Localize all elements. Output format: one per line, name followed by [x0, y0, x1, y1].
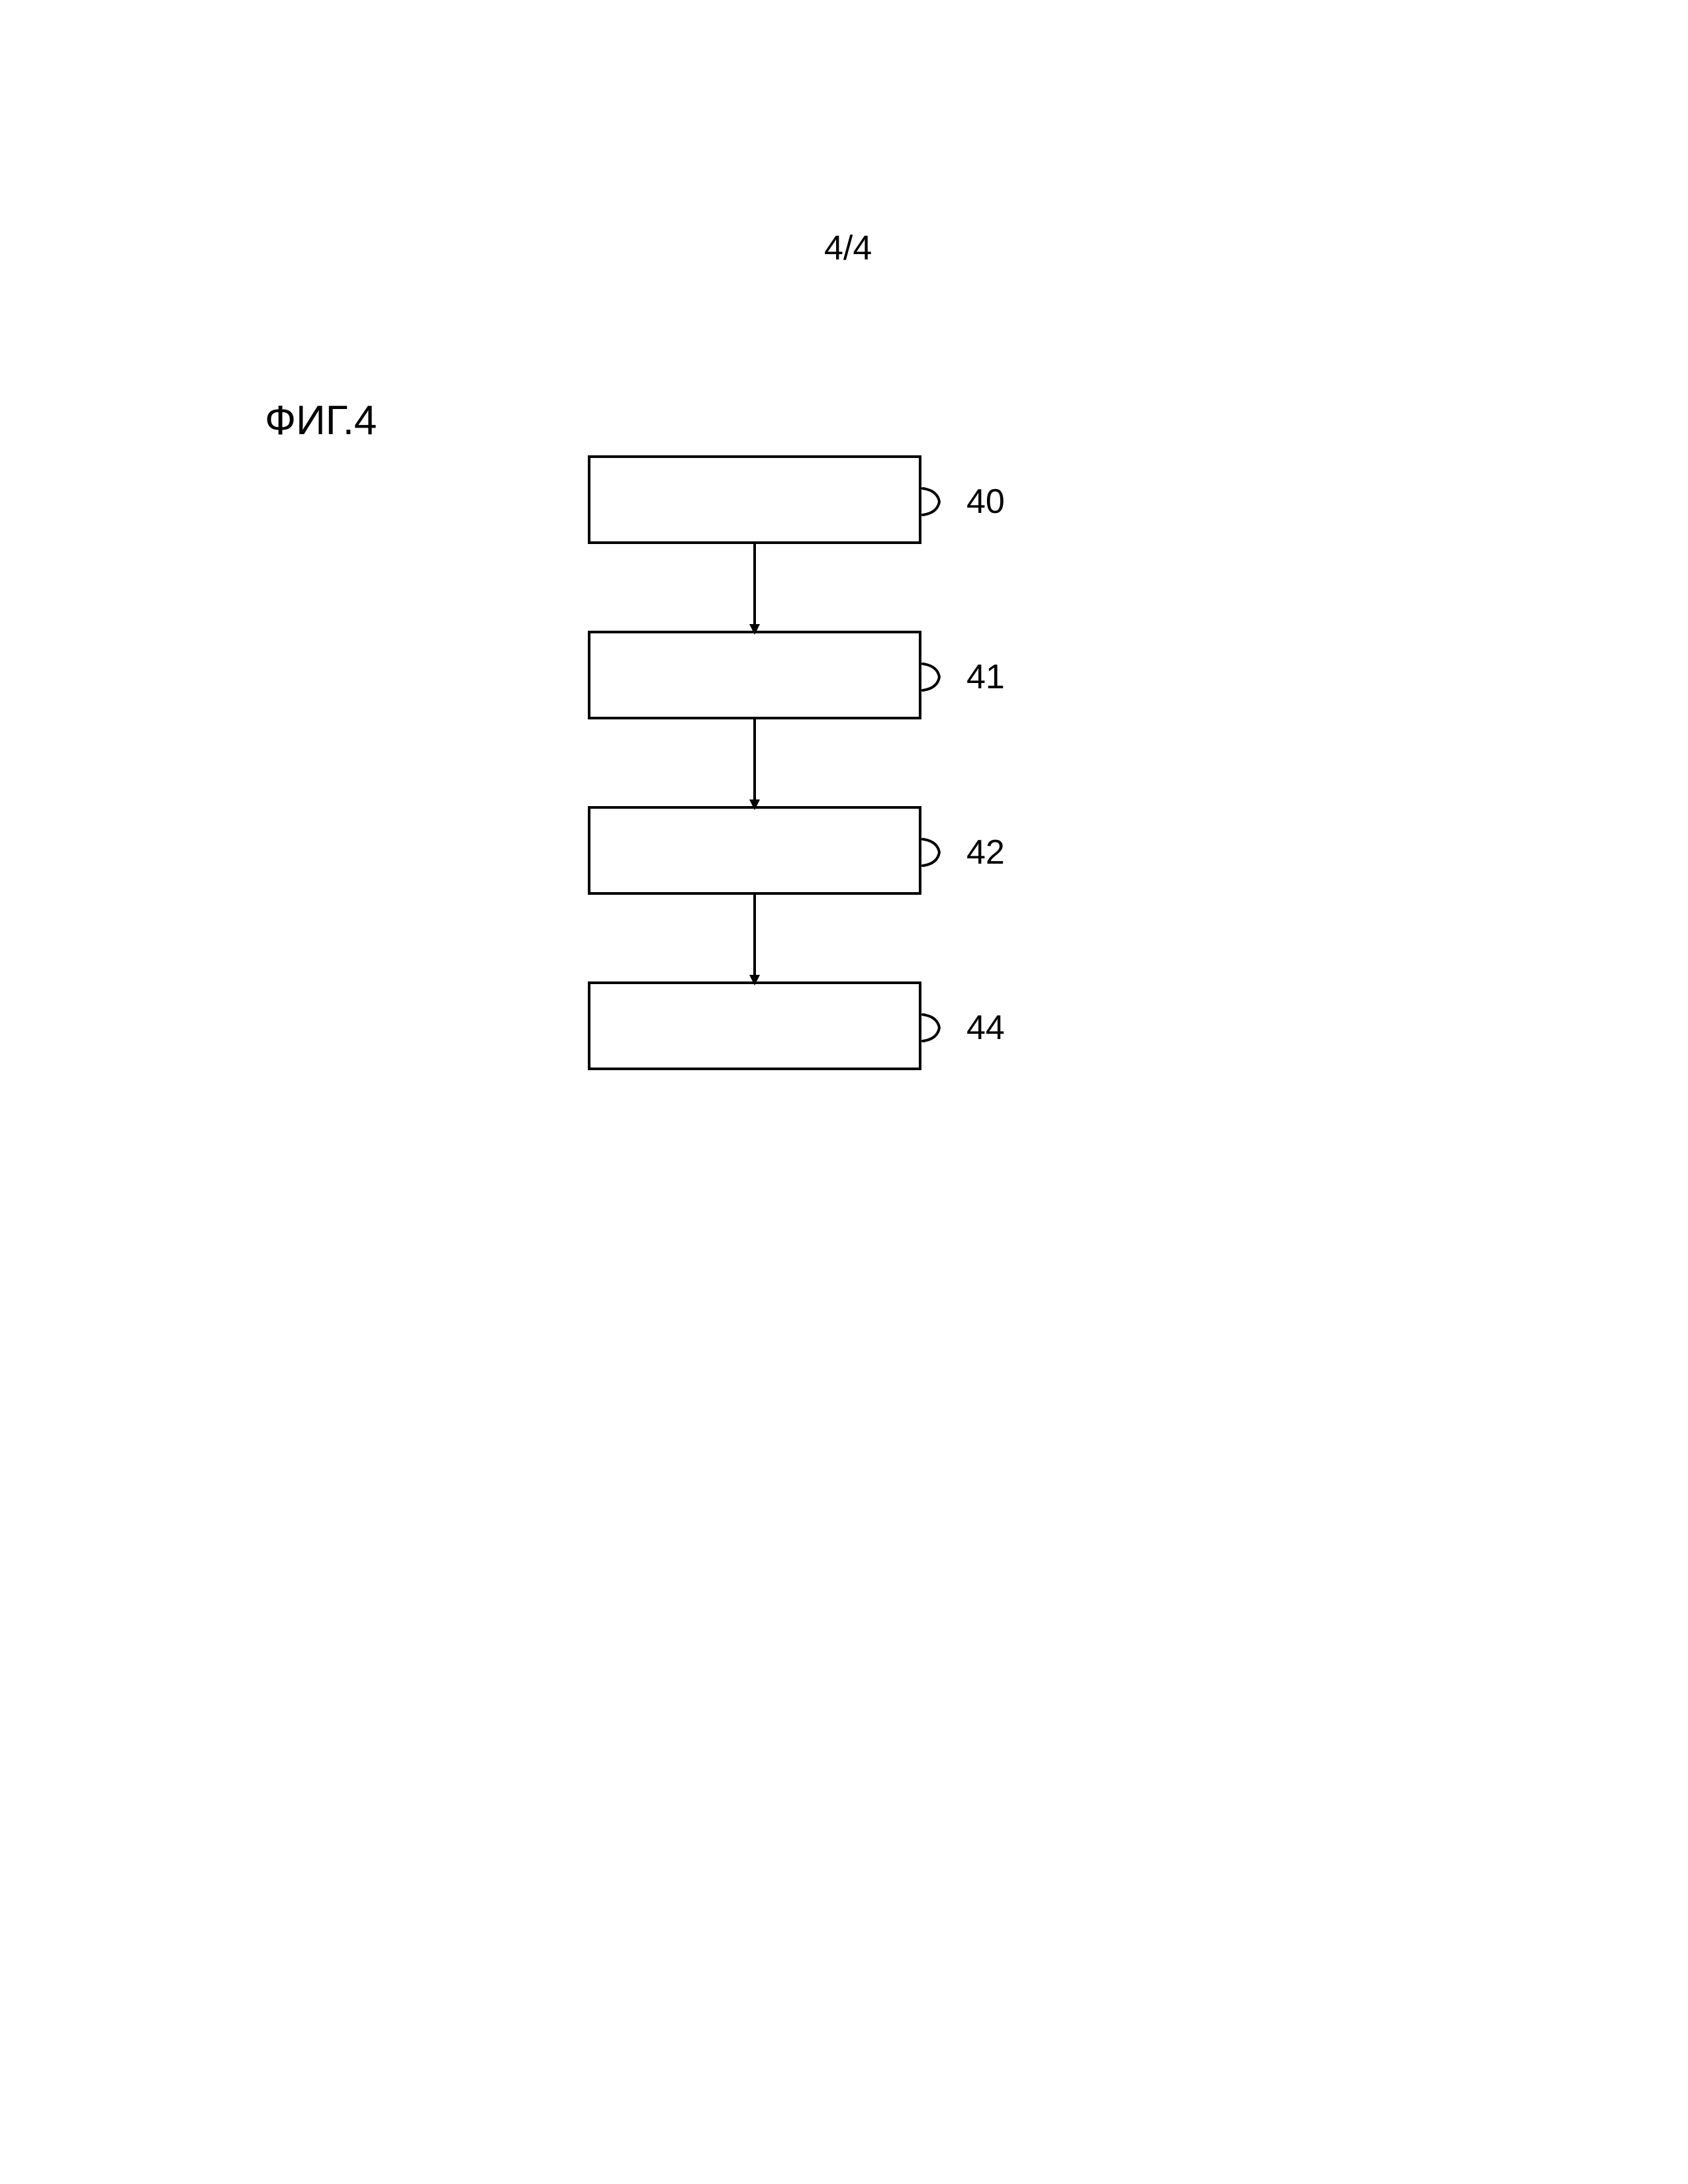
lead-line-bracket-icon — [923, 839, 939, 866]
lead-line-bracket-icon — [923, 488, 939, 515]
flowchart-node-label: 44 — [966, 1009, 1005, 1047]
flowchart-diagram: 40 41 42 44 — [463, 450, 1125, 1244]
figure-title: ФИГ.4 — [265, 397, 377, 444]
figure-title-text: ФИГ.4 — [265, 398, 377, 443]
lead-line-bracket-icon — [923, 664, 939, 690]
flowchart-node-42: 42 — [589, 807, 1005, 893]
flowchart-node-label: 41 — [966, 658, 1005, 696]
flowchart-node-41: 41 — [589, 632, 1005, 718]
flowchart-node-label: 40 — [966, 482, 1005, 521]
page-number: 4/4 — [824, 228, 872, 268]
page-number-text: 4/4 — [824, 229, 872, 267]
flowchart-svg: 40 41 42 44 — [463, 450, 1125, 1244]
flowchart-node-40: 40 — [589, 457, 1005, 543]
lead-line-bracket-icon — [923, 1015, 939, 1041]
flowchart-node-44: 44 — [589, 983, 1005, 1069]
flowchart-node-label: 42 — [966, 833, 1005, 872]
